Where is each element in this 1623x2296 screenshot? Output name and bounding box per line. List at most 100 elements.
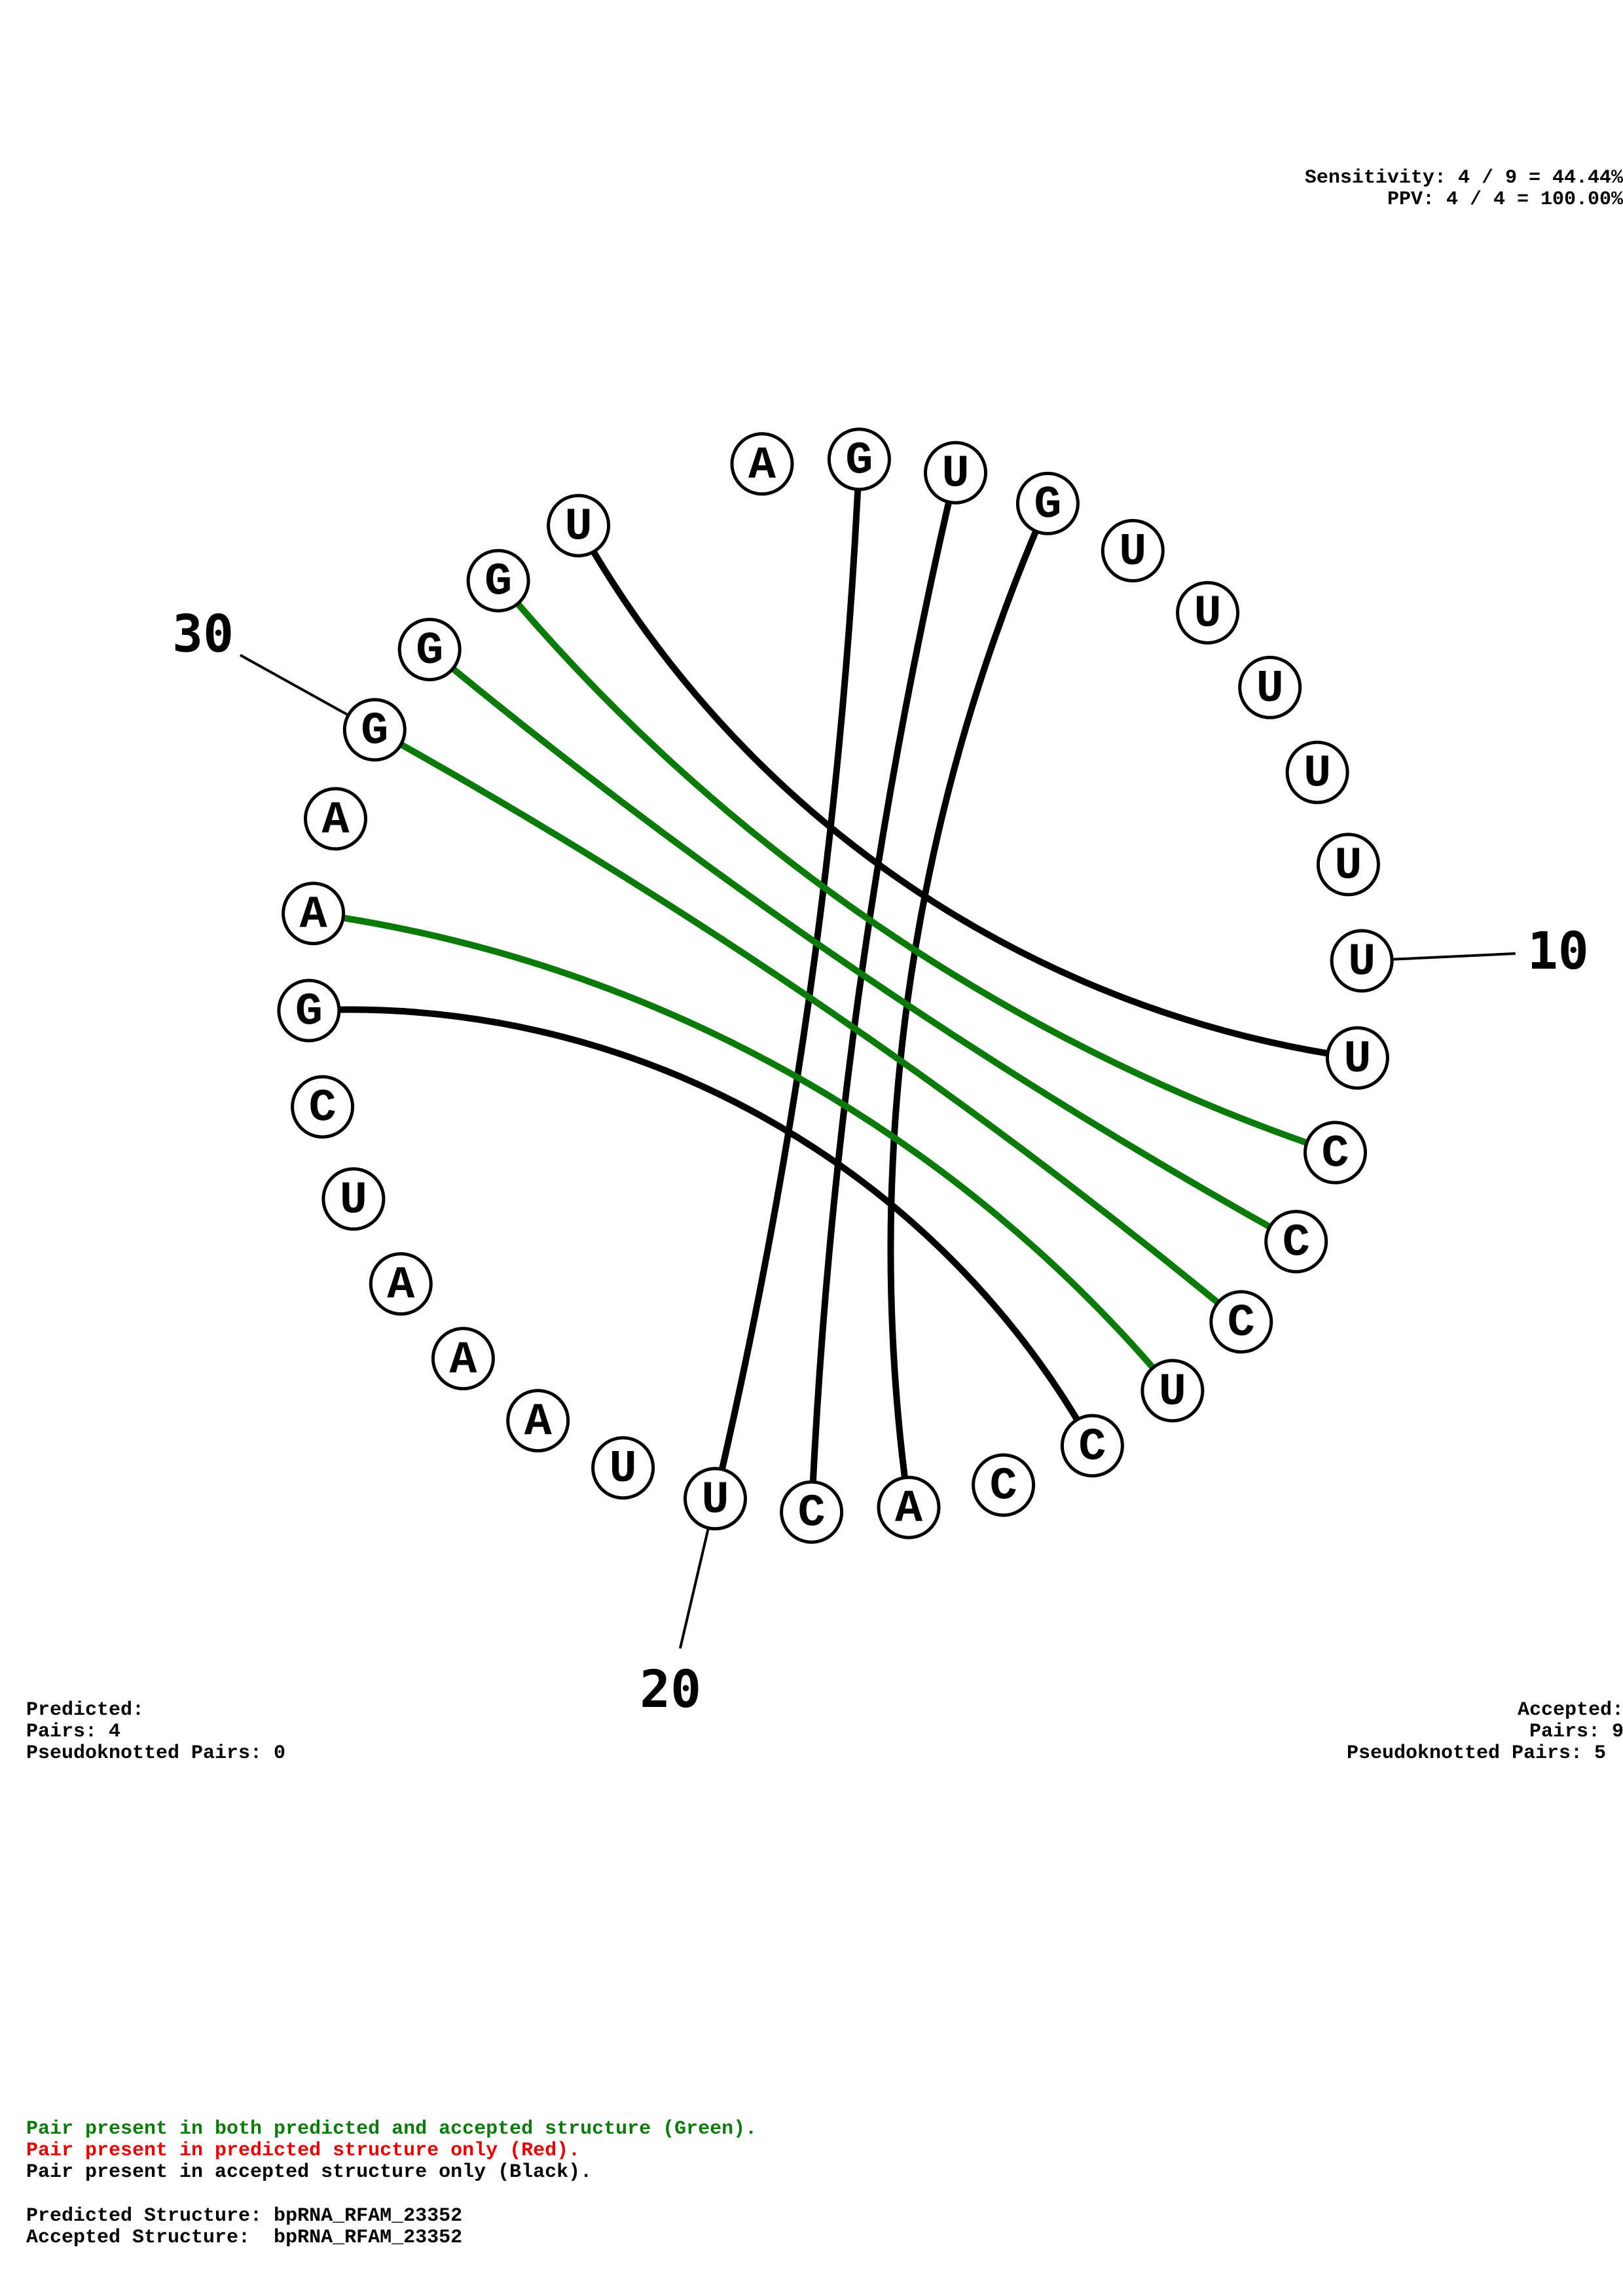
nucleotide-circle (1015, 471, 1080, 535)
nucleotide-12: C (1304, 1121, 1367, 1185)
ruler-label-30: 30 (172, 605, 234, 664)
nucleotide-letter: A (300, 889, 327, 941)
nucleotide-letter: C (1283, 1218, 1310, 1270)
nucleotide-16: C (1060, 1414, 1124, 1478)
accepted-structure-name: Accepted Structure: bpRNA_RFAM_23352 (26, 2227, 463, 2249)
nucleotide-circle (1330, 929, 1394, 993)
nucleotide-circle (304, 787, 367, 851)
nucleotide-circle (431, 1327, 495, 1391)
nucleotide-22: A (506, 1389, 570, 1453)
nucleotide-25: U (321, 1167, 386, 1231)
nucleotide-letter: A (449, 1335, 477, 1386)
nucleotide-11: U (1325, 1026, 1389, 1090)
nucleotide-letter: U (1194, 589, 1222, 641)
nucleotide-circle (924, 440, 987, 505)
ruler-tick-10 (1392, 952, 1516, 961)
nucleotide-10: U (1330, 929, 1394, 993)
ruler-label-10: 10 (1527, 922, 1589, 981)
nucleotide-circle (466, 548, 530, 613)
accepted-pairs: Pairs: 9 (1529, 1721, 1623, 1743)
nucleotide-circle (877, 1475, 941, 1539)
nucleotide-17: C (972, 1453, 1036, 1517)
legend-black: Pair present in accepted structure only … (26, 2161, 593, 2183)
nucleotide-letter: C (1321, 1129, 1349, 1181)
nucleotide-2: G (827, 427, 891, 492)
pair-arc-4-18 (887, 502, 1051, 1508)
sensitivity-stat: Sensitivity: 4 / 9 = 44.44% (1304, 167, 1623, 189)
predicted-heading: Predicted: (26, 1699, 145, 1721)
nucleotide-27: G (277, 978, 341, 1043)
nucleotide-circle (1209, 1290, 1273, 1354)
nucleotide-letter: U (1256, 664, 1284, 715)
ruler-tick-30 (239, 654, 350, 717)
nucleotide-letter: C (309, 1083, 337, 1135)
nucleotide-circle (1238, 655, 1302, 719)
nucleotide-letter: U (1159, 1367, 1186, 1418)
nucleotide-21: U (591, 1436, 655, 1500)
nucleotide-15: U (1140, 1359, 1205, 1423)
nucleotide-letter: U (1348, 937, 1376, 989)
nucleotide-letter: A (748, 440, 776, 492)
nucleotide-circle (282, 882, 346, 946)
nucleotide-circle (730, 432, 794, 496)
nucleotide-32: G (466, 548, 530, 613)
nucleotide-circle (1060, 1414, 1124, 1478)
nucleotide-23: A (431, 1327, 495, 1391)
nucleotide-circle (1176, 581, 1240, 645)
nucleotide-letter: U (1334, 840, 1362, 892)
nucleotide-7: U (1238, 655, 1302, 719)
nucleotide-19: C (780, 1480, 844, 1544)
nucleotide-9: U (1316, 833, 1380, 897)
ruler-tick-20 (678, 1528, 710, 1649)
nucleotide-letter: U (1343, 1034, 1371, 1086)
pair-arc-15-28 (312, 910, 1175, 1393)
nucleotide-letter: A (321, 795, 349, 847)
nucleotide-letter: G (484, 557, 512, 609)
nucleotide-30: G (342, 698, 407, 762)
nucleotide-circle (1140, 1359, 1205, 1423)
predicted-pairs: Pairs: 4 (26, 1721, 121, 1743)
nucleotide-circle (397, 617, 462, 681)
nucleotide-circle (1285, 740, 1349, 804)
nucleotide-letter: A (895, 1484, 922, 1535)
nucleotide-circle (827, 427, 891, 492)
nucleotide-letter: A (524, 1397, 552, 1448)
nucleotide-letter: G (361, 706, 388, 758)
nucleotide-letter: G (1034, 480, 1061, 531)
nucleotide-28: A (282, 882, 346, 946)
nucleotide-26: C (291, 1075, 355, 1139)
nucleotide-20: U (684, 1467, 747, 1531)
pair-arc-14-30 (373, 726, 1243, 1325)
nucleotide-circle (780, 1480, 844, 1544)
nucleotide-letter: U (565, 502, 593, 554)
nucleotide-circle (1304, 1121, 1367, 1185)
nucleotide-letter: U (610, 1444, 637, 1496)
pair-arc-3-19 (808, 472, 959, 1513)
nucleotide-8: U (1285, 740, 1349, 804)
nucleotide-circle (506, 1389, 570, 1453)
nucleotide-letter: G (845, 435, 873, 487)
nucleotide-5: U (1101, 518, 1165, 583)
accepted-heading: Accepted: (1518, 1699, 1623, 1721)
nucleotide-letter: C (1228, 1298, 1255, 1350)
pair-arc-13-31 (428, 647, 1298, 1245)
legend-red: Pair present in predicted structure only… (26, 2140, 581, 2162)
nucleotide-letter: U (701, 1475, 729, 1526)
ruler-label-20: 20 (640, 1660, 701, 1719)
nucleotide-letter: C (990, 1462, 1017, 1513)
nucleotide-circle (1101, 518, 1165, 583)
nucleotide-3: U (924, 440, 987, 505)
nucleotide-letter: G (295, 987, 323, 1039)
nucleotide-letter: A (387, 1260, 414, 1312)
nucleotide-31: G (397, 617, 462, 681)
nucleotide-1: A (730, 432, 794, 496)
predicted-structure-name: Predicted Structure: bpRNA_RFAM_23352 (26, 2205, 463, 2227)
pair-arc-16-27 (308, 1006, 1095, 1448)
nucleotide-circle (1325, 1026, 1389, 1090)
nucleotide-circle (291, 1075, 355, 1139)
nucleotide-14: C (1209, 1290, 1273, 1354)
nucleotide-circle (684, 1467, 747, 1531)
nucleotide-letter: C (798, 1488, 826, 1540)
